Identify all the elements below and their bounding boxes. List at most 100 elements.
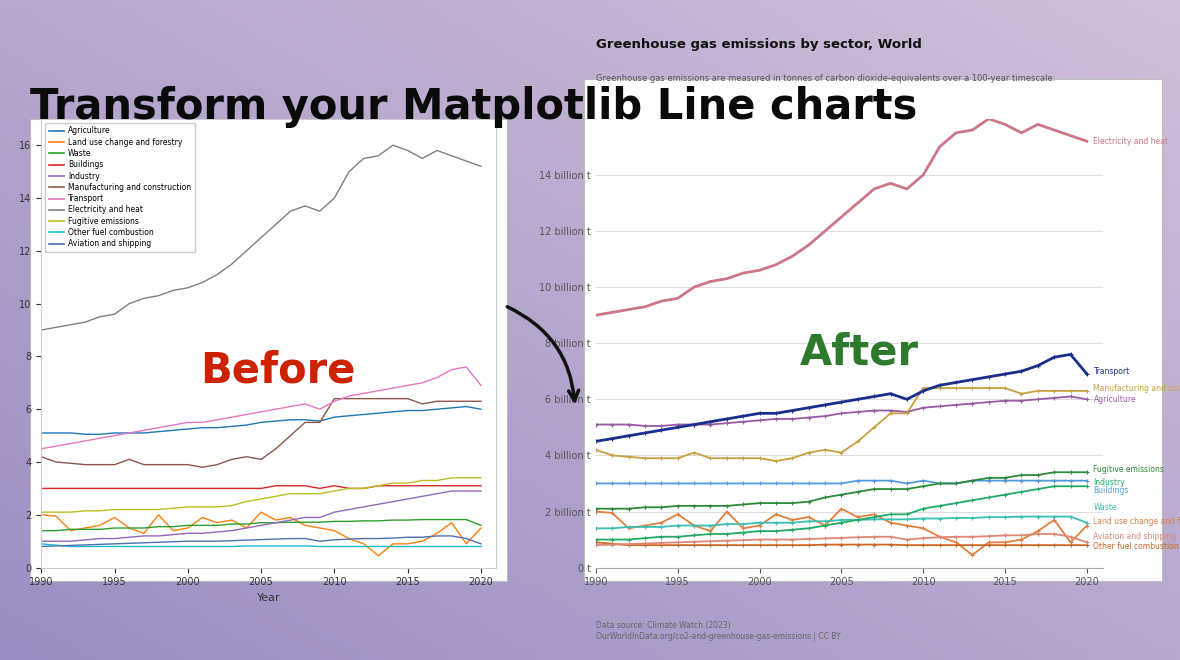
Fugitive emissions — [851, 488, 865, 496]
Electricity and heat — [834, 213, 848, 221]
Buildings — [818, 479, 832, 487]
Waste — [654, 523, 668, 531]
Fugitive emissions — [196, 503, 210, 511]
Fugitive emissions — [356, 484, 371, 492]
Transport — [801, 404, 815, 412]
Industry — [430, 490, 444, 498]
Transport — [299, 400, 313, 408]
Electricity and heat — [998, 120, 1012, 128]
Manufacturing and construction — [867, 424, 881, 432]
Aviation and shipping — [1080, 539, 1094, 546]
Aviation and shipping — [107, 540, 122, 548]
Other fuel combustion — [654, 541, 668, 549]
Waste — [151, 523, 165, 531]
Other fuel combustion — [638, 541, 653, 549]
Agriculture — [638, 422, 653, 430]
Agriculture — [720, 419, 734, 427]
Other fuel combustion — [445, 543, 459, 550]
Agriculture — [107, 429, 122, 437]
Land use change and forestry — [400, 540, 414, 548]
Other fuel combustion — [998, 541, 1012, 549]
Land use change and forestry — [605, 509, 620, 517]
Manufacturing and construction — [949, 384, 963, 392]
Land use change and forestry — [48, 512, 63, 520]
Agriculture — [196, 424, 210, 432]
Land use change and forestry — [430, 529, 444, 537]
Buildings — [34, 484, 48, 492]
Industry — [867, 513, 881, 521]
Agriculture — [654, 422, 668, 430]
Aviation and shipping — [445, 532, 459, 540]
Industry — [224, 527, 238, 535]
Agriculture — [785, 415, 799, 423]
Aviation and shipping — [181, 537, 195, 545]
Other fuel combustion — [916, 541, 930, 549]
Land use change and forestry — [342, 535, 356, 543]
Buildings — [785, 479, 799, 487]
Fugitive emissions — [327, 487, 341, 495]
Agriculture — [1031, 395, 1045, 403]
Electricity and heat — [372, 152, 386, 160]
Buildings — [638, 479, 653, 487]
Manufacturing and construction — [415, 400, 430, 408]
Agriculture — [386, 408, 400, 416]
Waste — [64, 525, 78, 533]
Transport — [327, 397, 341, 405]
Agriculture — [48, 429, 63, 437]
Text: Waste: Waste — [1094, 503, 1117, 512]
Fugitive emissions — [283, 490, 297, 498]
Manufacturing and construction — [313, 418, 327, 426]
Other fuel combustion — [372, 543, 386, 550]
Agriculture — [474, 405, 489, 413]
Land use change and forestry — [415, 537, 430, 545]
Land use change and forestry — [254, 508, 268, 516]
Line: Agriculture: Agriculture — [594, 394, 1089, 428]
Land use change and forestry — [299, 521, 313, 529]
Industry — [356, 503, 371, 511]
Other fuel combustion — [982, 541, 996, 549]
Electricity and heat — [400, 147, 414, 154]
Industry — [687, 531, 701, 539]
Industry — [181, 529, 195, 537]
Other fuel combustion — [1047, 541, 1061, 549]
Waste — [965, 514, 979, 522]
Manufacturing and construction — [240, 453, 254, 461]
Waste — [638, 523, 653, 531]
Manufacturing and construction — [254, 455, 268, 463]
Agriculture — [210, 424, 224, 432]
Waste — [720, 520, 734, 528]
Land use change and forestry — [736, 524, 750, 532]
Buildings — [932, 479, 946, 487]
Electricity and heat — [982, 115, 996, 123]
Land use change and forestry — [998, 539, 1012, 546]
Land use change and forestry — [753, 521, 767, 529]
Other fuel combustion — [123, 543, 137, 550]
Waste — [299, 518, 313, 526]
Aviation and shipping — [801, 535, 815, 543]
Aviation and shipping — [123, 539, 137, 547]
Fugitive emissions — [687, 502, 701, 510]
Aviation and shipping — [474, 540, 489, 548]
Electricity and heat — [327, 194, 341, 202]
Aviation and shipping — [965, 533, 979, 541]
Land use change and forestry — [670, 510, 684, 518]
Buildings — [327, 482, 341, 490]
Electricity and heat — [949, 129, 963, 137]
Buildings — [269, 482, 283, 490]
Waste — [400, 516, 414, 524]
Fugitive emissions — [638, 504, 653, 512]
Fugitive emissions — [123, 506, 137, 513]
Text: Land use change and forestry: Land use change and forestry — [1094, 517, 1180, 526]
Buildings — [254, 484, 268, 492]
Land use change and forestry — [884, 519, 898, 527]
Agriculture — [34, 429, 48, 437]
Land use change and forestry — [78, 524, 92, 532]
Manufacturing and construction — [982, 384, 996, 392]
Fugitive emissions — [736, 500, 750, 508]
Manufacturing and construction — [78, 461, 92, 469]
Fugitive emissions — [884, 485, 898, 493]
Industry — [459, 487, 473, 495]
Other fuel combustion — [166, 543, 181, 550]
Industry — [151, 532, 165, 540]
Aviation and shipping — [137, 539, 151, 546]
